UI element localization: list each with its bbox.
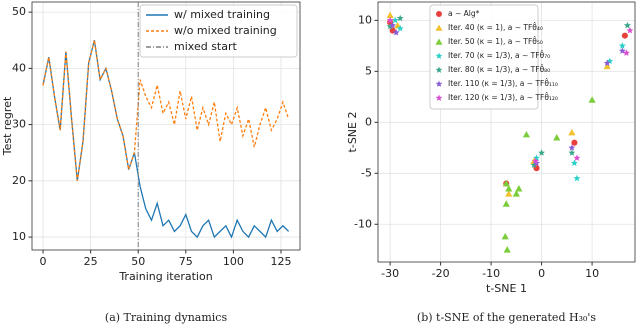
y-tick-label: 30 xyxy=(12,118,26,131)
legend-box xyxy=(429,4,539,110)
x-tick-label: 0 xyxy=(538,267,545,280)
legend-label: mixed start xyxy=(174,40,237,53)
point xyxy=(603,62,611,70)
point xyxy=(553,134,561,141)
point xyxy=(622,49,630,56)
legend-label: Iter. 70 (κ = 1/3), a ∼ TFθ̂₇₀ xyxy=(448,51,550,60)
y-tick-label: 10 xyxy=(358,13,372,26)
point xyxy=(588,96,596,103)
point xyxy=(626,26,634,34)
caption: (b) t-SNE of the generated H₃₀'s xyxy=(417,311,597,324)
y-tick-label: 10 xyxy=(12,230,26,243)
series-line xyxy=(42,40,290,239)
y-axis-title: t-SNE 2 xyxy=(346,112,359,153)
point xyxy=(603,59,611,67)
x-tick-label: -30 xyxy=(381,267,399,280)
legend-marker xyxy=(435,52,443,59)
point xyxy=(571,139,578,146)
y-tick-label: 0 xyxy=(365,115,372,128)
x-tick-label: -10 xyxy=(482,267,500,280)
point xyxy=(505,190,513,197)
point xyxy=(515,184,523,192)
legend-marker xyxy=(436,11,442,17)
point xyxy=(391,16,399,24)
point xyxy=(568,149,576,156)
legend-box xyxy=(139,4,298,58)
x-tick-label: -20 xyxy=(432,267,450,280)
x-tick-label: 50 xyxy=(131,255,145,268)
point xyxy=(624,21,631,29)
point xyxy=(618,42,626,49)
plot-frame xyxy=(377,1,636,263)
y-tick-label: 20 xyxy=(12,174,26,187)
point xyxy=(530,161,538,169)
point xyxy=(573,174,581,182)
x-axis-title: t-SNE 1 xyxy=(486,282,527,295)
y-tick-label: 40 xyxy=(12,61,26,74)
legend-label: Iter. 110 (κ = 1/3), a ∼ TFθ̂₁₁₀ xyxy=(448,79,558,88)
y-tick-label: 5 xyxy=(365,64,372,77)
legend-label: a ∼ Alg* xyxy=(448,9,480,18)
legend-label: w/o mixed training xyxy=(174,24,277,37)
x-tick-label: 75 xyxy=(179,255,193,268)
point xyxy=(501,232,509,240)
point xyxy=(512,190,520,197)
point xyxy=(386,22,394,30)
x-tick-label: 100 xyxy=(223,255,244,268)
point xyxy=(570,159,578,167)
point xyxy=(502,179,510,187)
y-tick-label: -10 xyxy=(354,217,372,230)
legend-marker xyxy=(435,24,443,31)
point xyxy=(503,246,511,253)
legend-marker xyxy=(435,38,443,45)
point xyxy=(532,157,539,164)
y-axis-title: Test regret xyxy=(1,96,14,156)
legend-label: w/ mixed training xyxy=(174,8,270,21)
point xyxy=(386,11,394,19)
point xyxy=(396,24,404,32)
x-tick-label: 125 xyxy=(270,255,291,268)
legend-label: Iter. 80 (κ = 1/3), a ∼ TFθ̂₈₀ xyxy=(448,65,550,74)
legend-label: Iter. 120 (κ = 1/3), a ∼ TFθ̂₁₂₀ xyxy=(448,93,558,102)
point xyxy=(621,32,628,39)
point xyxy=(573,154,581,161)
x-axis-title: Training iteration xyxy=(118,270,212,283)
x-tick-label: 0 xyxy=(40,255,47,268)
plot-frame xyxy=(31,1,301,251)
x-tick-label: 10 xyxy=(585,267,599,280)
legend-marker xyxy=(435,66,443,73)
point xyxy=(396,14,404,22)
point xyxy=(502,200,510,207)
x-tick-label: 25 xyxy=(84,255,98,268)
point xyxy=(386,16,394,24)
legend-marker xyxy=(435,94,443,101)
point xyxy=(522,130,531,138)
point xyxy=(389,21,397,29)
point xyxy=(505,184,513,192)
caption: (a) Training dynamics xyxy=(105,311,228,324)
legend-marker xyxy=(435,80,443,87)
y-tick-label: 50 xyxy=(12,5,26,18)
series-line xyxy=(42,40,290,181)
legend-label: Iter. 50 (κ = 1), a ∼ TFθ̂₅₀ xyxy=(448,37,543,46)
point xyxy=(392,28,400,36)
point xyxy=(538,149,546,156)
y-tick-label: -5 xyxy=(361,166,372,179)
point xyxy=(568,144,576,151)
legend-label: Iter. 40 (κ = 1), a ∼ TFθ̂₄₀ xyxy=(448,23,543,32)
point xyxy=(568,128,576,136)
